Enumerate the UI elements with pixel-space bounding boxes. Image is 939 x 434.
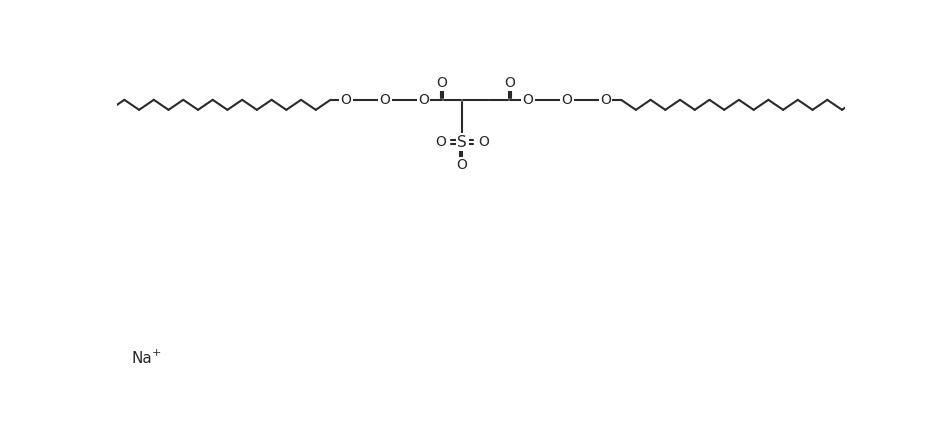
Text: O: O xyxy=(341,93,351,107)
Text: O: O xyxy=(600,93,611,107)
Text: O: O xyxy=(504,76,515,90)
Text: S: S xyxy=(457,135,467,150)
Text: O: O xyxy=(435,135,446,149)
Text: O: O xyxy=(479,135,489,149)
Text: Na: Na xyxy=(131,351,152,366)
Text: +: + xyxy=(151,348,161,358)
Text: O: O xyxy=(437,76,448,90)
Text: O: O xyxy=(418,93,429,107)
Text: O: O xyxy=(523,93,533,107)
Text: O: O xyxy=(379,93,391,107)
Text: O: O xyxy=(456,158,467,172)
Text: O: O xyxy=(562,93,572,107)
